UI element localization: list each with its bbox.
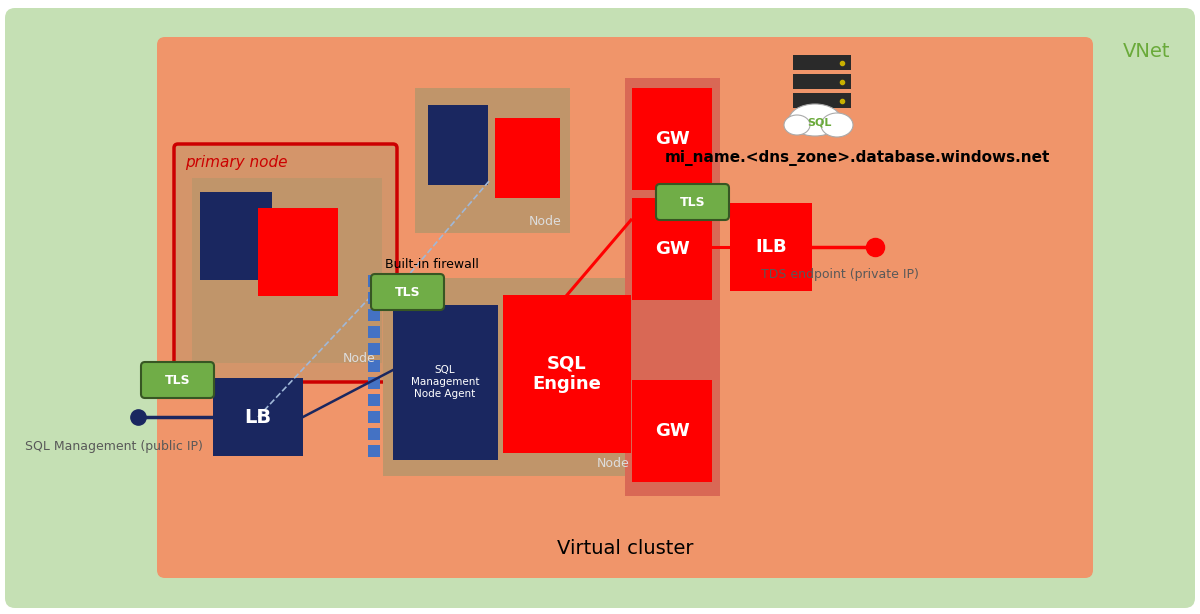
Text: SQL: SQL [806, 117, 832, 127]
FancyBboxPatch shape [656, 184, 730, 220]
Bar [793, 74, 851, 89]
Text: LB: LB [245, 408, 271, 427]
Bar [503, 295, 631, 453]
Bar [368, 445, 380, 457]
Bar [368, 377, 380, 389]
FancyBboxPatch shape [157, 37, 1093, 578]
Bar [368, 326, 380, 338]
Bar [368, 292, 380, 304]
Bar [394, 305, 498, 460]
Bar [368, 394, 380, 406]
FancyBboxPatch shape [142, 362, 214, 398]
Bar [192, 178, 382, 363]
Bar [632, 380, 712, 482]
Bar [368, 275, 380, 287]
Text: ILB: ILB [755, 238, 787, 256]
Text: Node: Node [529, 215, 562, 228]
Text: Built-in firewall: Built-in firewall [385, 258, 479, 271]
Text: TLS: TLS [395, 286, 420, 298]
FancyBboxPatch shape [371, 274, 444, 310]
Text: TLS: TLS [164, 373, 191, 386]
Bar [368, 360, 380, 372]
Bar [415, 88, 570, 233]
Bar [625, 78, 720, 496]
Ellipse shape [790, 104, 841, 136]
Bar [383, 278, 635, 476]
Text: GW: GW [655, 240, 689, 258]
Text: TLS: TLS [679, 195, 706, 209]
Bar [368, 343, 380, 355]
Bar [368, 309, 380, 321]
Text: SQL Management (public IP): SQL Management (public IP) [25, 440, 203, 453]
Bar [200, 192, 272, 280]
Bar [428, 105, 488, 185]
Bar [368, 428, 380, 440]
FancyBboxPatch shape [174, 144, 397, 382]
Text: GW: GW [655, 130, 689, 148]
Text: TDS endpoint (private IP): TDS endpoint (private IP) [761, 268, 919, 281]
Text: SQL
Management
Node Agent: SQL Management Node Agent [410, 365, 479, 398]
Bar [730, 203, 812, 291]
Text: VNet: VNet [1122, 42, 1170, 61]
Bar [632, 88, 712, 190]
Text: SQL
Engine: SQL Engine [533, 355, 601, 394]
Text: Node: Node [598, 457, 630, 470]
Text: Node: Node [342, 352, 374, 365]
FancyBboxPatch shape [5, 8, 1195, 608]
Ellipse shape [784, 115, 810, 135]
Bar [793, 93, 851, 108]
Bar [496, 118, 560, 198]
Bar [214, 378, 302, 456]
Text: Virtual cluster: Virtual cluster [557, 538, 694, 558]
Text: GW: GW [655, 422, 689, 440]
Bar [632, 198, 712, 300]
Text: primary node: primary node [185, 155, 288, 170]
Bar [368, 411, 380, 423]
Text: mi_name.<dns_zone>.database.windows.net: mi_name.<dns_zone>.database.windows.net [665, 150, 1050, 166]
Bar [793, 55, 851, 70]
Ellipse shape [821, 113, 853, 137]
Bar [258, 208, 338, 296]
